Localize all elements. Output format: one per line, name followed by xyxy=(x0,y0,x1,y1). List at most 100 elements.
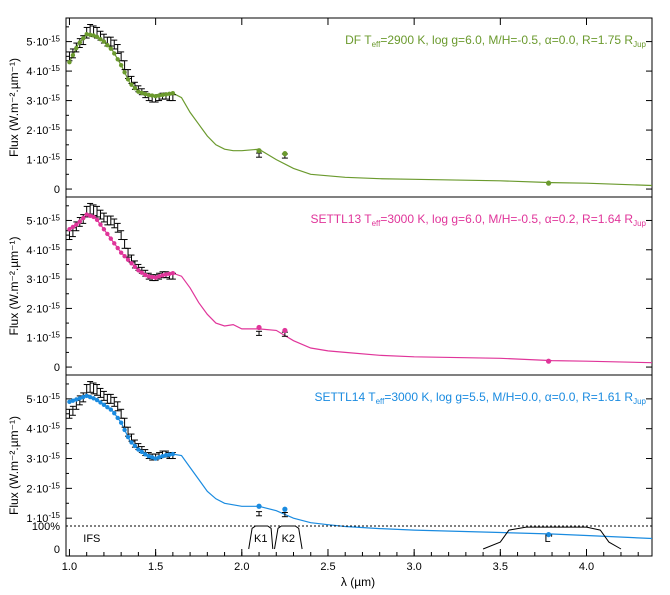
x-tick-label: 3.5 xyxy=(493,561,508,573)
model-point xyxy=(98,37,103,42)
model-spectrum-line xyxy=(68,33,653,187)
model-point xyxy=(125,257,131,262)
model-point xyxy=(105,42,110,48)
label-subscript: Jup xyxy=(633,40,646,49)
model-point xyxy=(101,227,107,232)
model-point xyxy=(156,274,162,279)
y-tick-mantissa: 2 xyxy=(26,125,32,137)
model-point xyxy=(74,397,79,402)
synthetic-photometry-point xyxy=(545,358,552,364)
y-tick-times: ·10 xyxy=(33,245,49,257)
synthetic-photometry-point xyxy=(282,151,288,157)
model-point xyxy=(125,77,131,82)
filter-y-label-full: 100% xyxy=(32,521,60,533)
model-point xyxy=(94,397,100,403)
model-point xyxy=(146,274,151,279)
model-point xyxy=(91,396,96,401)
model-point xyxy=(74,222,79,227)
y-tick-times: ·10 xyxy=(33,513,49,525)
model-point xyxy=(132,264,138,269)
model-point xyxy=(77,40,82,45)
model-point xyxy=(115,57,120,62)
x-tick-label: 2.0 xyxy=(234,561,249,573)
model-point xyxy=(153,93,158,99)
y-tick-mantissa: 4 xyxy=(26,424,32,436)
panels-layer: 01·10-152·10-153·10-154·10-155·10-15Flux… xyxy=(7,17,653,557)
model-point xyxy=(67,399,72,405)
y-tick-exponent: -15 xyxy=(48,422,60,431)
spectrum-panel-3: 1·10-152·10-153·10-154·10-155·10-15Flux … xyxy=(7,374,653,557)
filter-label: K1 xyxy=(254,533,267,545)
model-point xyxy=(94,217,100,223)
label-subscript: eff xyxy=(372,219,382,228)
y-tick-mantissa: 4 xyxy=(26,245,32,257)
model-point xyxy=(77,396,82,401)
y-tick-label: 2·10-15 xyxy=(26,301,60,315)
filter-label: IFS xyxy=(83,533,100,545)
synthetic-photometry-point xyxy=(282,506,288,512)
y-tick-mantissa: 3 xyxy=(26,96,32,108)
y-tick-mantissa: 1 xyxy=(26,513,32,525)
synthetic-photometry-point xyxy=(545,180,552,186)
y-tick-mantissa: 1 xyxy=(26,155,32,167)
model-point xyxy=(67,227,72,232)
model-point xyxy=(143,91,148,97)
y-tick-mantissa: 2 xyxy=(26,483,32,495)
y-tick-exponent: -15 xyxy=(48,452,60,461)
label-subscript: eff xyxy=(376,397,386,406)
model-point xyxy=(84,212,89,217)
model-point xyxy=(112,51,117,56)
model-point xyxy=(153,456,158,461)
filter-label: L' xyxy=(544,533,552,545)
model-spectrum-line xyxy=(69,213,653,364)
panel-model-label: SETTL14 Teff=3000 K, log g=5.5, M/H=0.0,… xyxy=(314,390,646,406)
y-tick-exponent: -15 xyxy=(48,213,60,222)
model-point xyxy=(91,214,96,220)
y-tick-mantissa: 4 xyxy=(26,66,32,78)
model-point xyxy=(108,407,114,412)
model-point xyxy=(132,443,138,449)
model-point xyxy=(139,449,145,455)
label-text: SETTL14 T xyxy=(314,390,376,404)
y-tick-exponent: -15 xyxy=(48,331,60,340)
y-tick-label: 2·10-15 xyxy=(26,123,60,137)
y-tick-exponent: -15 xyxy=(48,392,60,401)
spectrum-panel-1: 01·10-152·10-153·10-154·10-155·10-15Flux… xyxy=(7,17,653,198)
model-point xyxy=(81,394,86,400)
y-tick-times: ·10 xyxy=(33,37,49,49)
model-point xyxy=(81,36,86,41)
y-tick-times: ·10 xyxy=(33,125,49,137)
y-tick-mantissa: 5 xyxy=(26,37,32,49)
model-point xyxy=(101,39,107,44)
y-tick-label: 0 xyxy=(54,362,60,374)
y-tick-mantissa: 3 xyxy=(26,274,32,286)
y-tick-exponent: -15 xyxy=(48,64,60,73)
label-subscript: eff xyxy=(372,40,382,49)
filter-transmission-panel: 0 100% IFS K1 K2 L' xyxy=(32,521,652,556)
model-point xyxy=(167,452,172,457)
model-spectrum-line xyxy=(69,395,653,540)
y-tick-times: ·10 xyxy=(33,155,49,167)
model-point xyxy=(115,245,120,251)
x-tick-label: 3.0 xyxy=(407,561,422,573)
model-point xyxy=(87,213,93,218)
model-point xyxy=(74,45,79,51)
y-tick-times: ·10 xyxy=(33,274,49,286)
y-tick-label: 0 xyxy=(54,184,60,196)
model-point xyxy=(118,250,124,255)
y-tick-label: 3·10-15 xyxy=(26,94,60,108)
synthetic-photometry-point xyxy=(282,327,288,334)
synthetic-photometry-point xyxy=(545,531,552,538)
y-tick-times: ·10 xyxy=(33,215,49,227)
y-tick-exponent: -15 xyxy=(48,153,60,162)
model-point xyxy=(98,222,103,227)
model-point xyxy=(167,271,172,277)
model-point xyxy=(136,89,141,94)
y-tick-label: 1·10-15 xyxy=(26,331,60,345)
model-point xyxy=(118,420,124,425)
x-tick-label: 1.0 xyxy=(62,561,77,573)
label-text: =3000 K, log g=5.5, M/H=0.0, α=0.0, R=1.… xyxy=(384,390,633,404)
model-point xyxy=(129,261,134,266)
model-point xyxy=(67,60,72,65)
model-point xyxy=(146,453,151,459)
